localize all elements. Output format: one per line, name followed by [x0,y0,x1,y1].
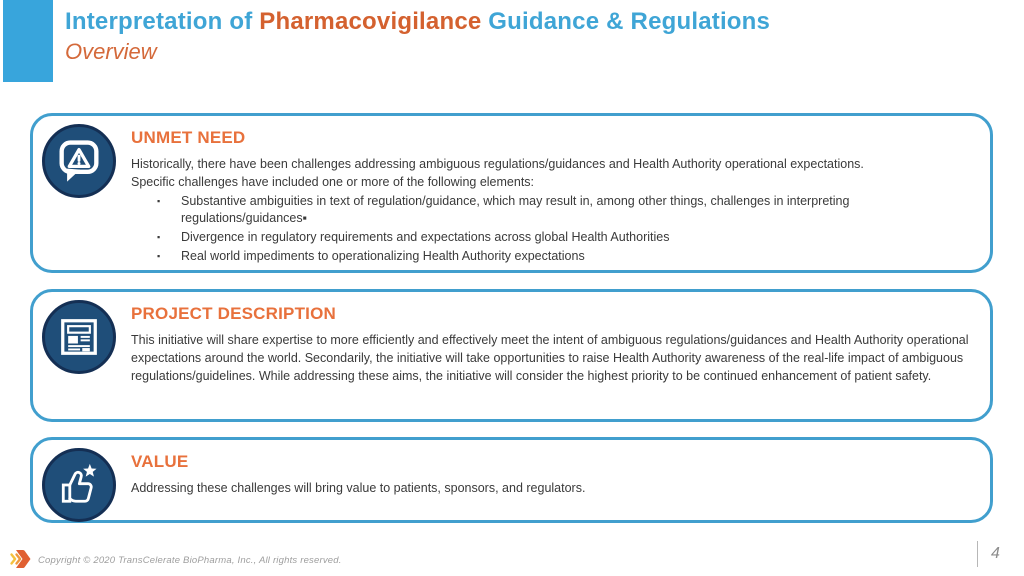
section-paragraph: This initiative will share expertise to … [131,333,969,383]
page-number-divider [977,541,978,567]
bullet-item: Divergence in regulatory requirements an… [157,229,976,247]
bullet-item: Real world impediments to operationalizi… [157,248,976,266]
bullet-item: Substantive ambiguities in text of regul… [157,193,976,229]
copyright-text: Copyright © 2020 TransCelerate BioPharma… [38,555,342,566]
title-part2: Guidance & Regulations [481,8,771,35]
title-highlight: Pharmacovigilance [259,8,482,35]
title-accent-bar [3,0,53,82]
section-paragraph: Specific challenges have included one or… [131,174,535,189]
section-content: VALUE Addressing these challenges will b… [125,440,990,520]
section-content: PROJECT DESCRIPTION This initiative will… [125,292,990,419]
section-paragraph: Addressing these challenges will bring v… [131,481,586,495]
title-part1: Interpretation of [65,8,260,35]
section-unmet-need: UNMET NEED Historically, there have been… [30,113,993,273]
newspaper-icon [42,300,116,374]
section-value: VALUE Addressing these challenges will b… [30,437,993,523]
section-icon-column [33,440,125,522]
thumbs-up-star-icon [42,448,116,522]
section-icon-column [33,292,125,419]
section-heading: VALUE [131,452,189,471]
transcelerate-logo-icon [8,547,32,571]
alert-speech-bubble-icon [42,124,116,198]
section-heading: PROJECT DESCRIPTION [131,304,336,323]
section-heading: UNMET NEED [131,128,246,147]
section-icon-column [33,116,125,270]
page-subtitle: Overview [65,39,157,64]
section-project-description: PROJECT DESCRIPTION This initiative will… [30,289,993,422]
slide-header: Interpretation of Pharmacovigilance Guid… [65,7,770,65]
page-number: 4 [991,545,1000,562]
bullet-list: Substantive ambiguities in text of regul… [131,193,976,266]
section-content: UNMET NEED Historically, there have been… [125,116,990,270]
page-title: Interpretation of Pharmacovigilance Guid… [65,7,770,37]
section-paragraph: Historically, there have been challenges… [131,157,864,171]
